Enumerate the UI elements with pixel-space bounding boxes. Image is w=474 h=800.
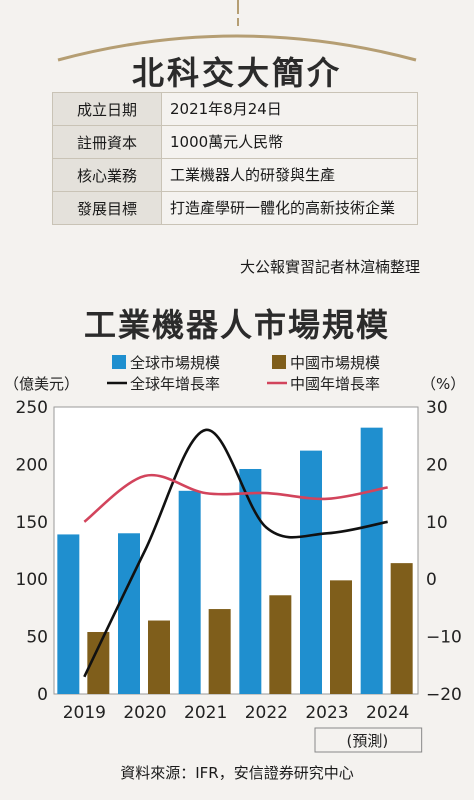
left-tick-label: 0 (37, 685, 48, 705)
decorative-arc (57, 34, 417, 62)
legend-label: 全球年增長率 (130, 375, 220, 393)
bar (269, 595, 292, 694)
left-tick-label: 50 (26, 628, 48, 648)
left-axis-label: （億美元） (4, 375, 79, 393)
x-tick-label: 2022 (245, 703, 288, 723)
right-tick-label: 10 (426, 513, 448, 533)
x-tick-label: 2021 (184, 703, 227, 723)
intro-title: 北科交大簡介 (131, 54, 342, 92)
top-divider-line (237, 0, 239, 14)
left-tick-label: 100 (16, 570, 48, 590)
row-key: 核心業務 (52, 158, 162, 192)
x-tick-label: 2023 (305, 703, 348, 723)
right-tick-label: −10 (426, 628, 462, 648)
left-tick-label: 150 (16, 513, 48, 533)
legend-label: 中國年增長率 (290, 375, 380, 393)
left-tick-label: 200 (16, 455, 48, 475)
forecast-bracket (314, 727, 423, 753)
table-row: 成立日期 2021年8月24日 (52, 92, 418, 126)
right-axis-label: （%） (421, 375, 465, 393)
x-tick-label: 2020 (123, 703, 166, 723)
x-tick-label: 2019 (63, 703, 106, 723)
row-key: 成立日期 (52, 92, 162, 126)
table-row: 核心業務 工業機器人的研發與生產 (52, 158, 418, 192)
credit-line: 大公報實習記者林渲楠整理 (239, 258, 420, 276)
row-value: 打造產學研一體化的高新技術企業 (161, 191, 418, 225)
right-tick-label: 0 (426, 570, 437, 590)
bar (178, 490, 201, 694)
right-tick-label: 30 (426, 398, 448, 418)
table-row: 發展目標 打造產學研一體化的高新技術企業 (52, 191, 418, 225)
bar (208, 609, 231, 694)
row-value: 2021年8月24日 (161, 92, 418, 126)
plot-area (53, 406, 419, 695)
bar (390, 563, 413, 694)
bar (300, 450, 322, 694)
legend-swatch (112, 355, 126, 369)
bar (360, 427, 383, 694)
series-line (83, 428, 388, 678)
table-row: 註冊資本 1000萬元人民幣 (52, 125, 418, 159)
right-tick-label: −20 (426, 685, 462, 705)
row-value: 1000萬元人民幣 (161, 125, 418, 159)
row-key: 註冊資本 (52, 125, 162, 159)
row-value: 工業機器人的研發與生產 (161, 158, 418, 192)
intro-table: 成立日期 2021年8月24日 註冊資本 1000萬元人民幣 核心業務 工業機器… (52, 92, 418, 225)
row-key: 發展目標 (52, 191, 162, 225)
legend-label: 中國市場規模 (290, 354, 380, 372)
bar (87, 632, 110, 694)
left-tick-label: 250 (16, 398, 48, 418)
forecast-note: (預測) (346, 732, 388, 750)
right-tick-label: 20 (426, 455, 448, 475)
bar (330, 580, 352, 694)
bar (148, 620, 170, 694)
bar (239, 468, 262, 694)
bar (57, 534, 80, 694)
chart-title: 工業機器人市場規模 (83, 306, 390, 344)
source-note: 資料來源：IFR，安信證券研究中心 (120, 764, 354, 782)
legend-label: 全球市場規模 (130, 354, 220, 372)
bar (118, 533, 140, 694)
top-divider-line (237, 18, 239, 26)
legend-swatch (272, 355, 286, 369)
series-line (83, 473, 388, 523)
x-tick-label: 2024 (366, 703, 409, 723)
